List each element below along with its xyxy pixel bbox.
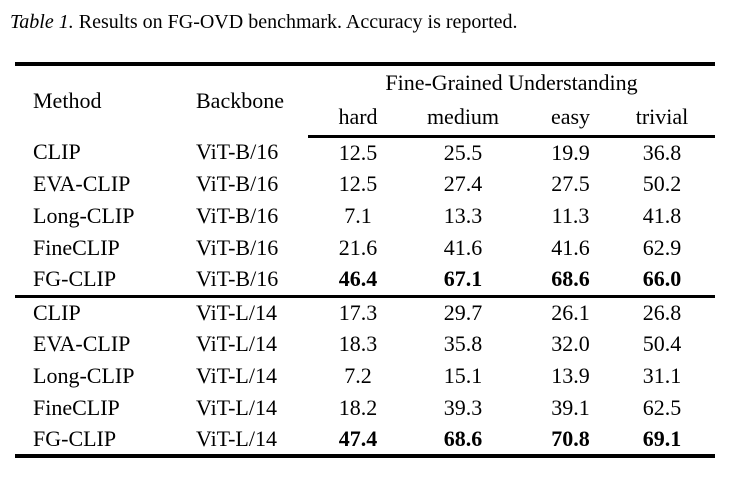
value-medium: 25.5 [443,139,483,165]
col-header-backbone: Backbone [196,88,284,113]
method-cell: FineCLIP [33,395,120,420]
value-easy: 68.6 [551,266,590,292]
backbone-cell: ViT-B/16 [196,235,279,260]
table-block-vit-l14: CLIP ViT-L/14 17.3 29.7 26.1 26.8 EVA-CL… [15,294,716,456]
value-hard: 7.2 [344,363,372,388]
backbone-cell: ViT-B/16 [196,139,279,164]
backbone-cell: ViT-B/16 [196,203,279,228]
col-header-medium: medium [408,100,518,138]
value-easy: 70.8 [551,426,590,451]
table-row: CLIP ViT-B/16 12.5 25.5 19.9 36.8 [15,136,715,168]
value-medium: 41.6 [443,235,483,260]
value-hard: 17.3 [308,294,408,328]
table-row: CLIP ViT-L/14 17.3 29.7 26.1 26.8 [15,294,716,328]
method-cell: Long-CLIP [33,363,135,388]
value-medium: 35.8 [443,331,483,356]
table-row: FineCLIP ViT-B/16 21.6 41.6 41.6 62.9 [15,232,715,264]
value-medium: 29.7 [408,294,518,328]
value-hard: 7.1 [344,203,372,228]
backbone-cell: ViT-L/14 [196,363,277,388]
value-medium: 68.6 [443,426,483,451]
table-row: Long-CLIP ViT-L/14 7.2 15.1 13.9 31.1 [15,360,715,392]
method-cell: Long-CLIP [33,203,135,228]
value-medium: 67.1 [443,266,483,292]
col-header-trivial: trivial [623,100,716,138]
table-row: EVA-CLIP ViT-L/14 18.3 35.8 32.0 50.4 [15,328,715,360]
col-header-group: Fine-Grained Understanding [385,70,638,95]
backbone-cell: ViT-L/14 [196,331,277,356]
col-header-hard: hard [308,100,408,138]
value-hard: 12.5 [338,171,378,196]
backbone-cell: ViT-B/16 [196,171,279,196]
value-easy: 11.3 [551,203,590,228]
method-cell: EVA-CLIP [33,331,131,356]
backbone-cell: ViT-L/14 [196,395,277,420]
table-row: FineCLIP ViT-L/14 18.2 39.3 39.1 62.5 [15,392,715,424]
value-trivial: 50.2 [642,171,682,196]
col-header-easy: easy [518,100,623,138]
value-hard: 12.5 [338,139,378,165]
table-block-vit-b16: CLIP ViT-B/16 12.5 25.5 19.9 36.8 EVA-CL… [15,136,715,296]
value-easy: 27.5 [551,171,590,196]
value-easy: 13.9 [551,363,590,388]
method-cell: FineCLIP [33,235,120,260]
value-easy: 19.9 [551,139,590,165]
value-trivial: 62.5 [642,395,682,420]
value-easy: 26.1 [518,294,623,328]
backbone-cell: ViT-B/16 [196,266,279,292]
method-cell: CLIP [33,139,81,164]
results-table: Method Backbone Fine-Grained Understandi… [15,62,716,458]
value-medium: 39.3 [443,395,483,420]
table-row: Long-CLIP ViT-B/16 7.1 13.3 11.3 41.8 [15,200,715,232]
value-hard: 18.3 [338,331,378,356]
value-medium: 27.4 [443,171,483,196]
value-trivial: 31.1 [642,363,682,388]
value-hard: 46.4 [338,266,378,292]
backbone-cell: ViT-L/14 [180,294,308,328]
value-trivial: 66.0 [642,266,682,292]
caption-text: Results on FG-OVD benchmark. Accuracy is… [78,11,518,33]
value-hard: 21.6 [338,235,378,260]
method-cell: FG-CLIP [33,426,117,451]
table-row-highlight: FG-CLIP ViT-B/16 46.4 67.1 68.6 66.0 [15,264,715,296]
value-trivial: 69.1 [642,426,682,451]
value-easy: 32.0 [551,331,590,356]
value-medium: 13.3 [443,203,483,228]
value-easy: 39.1 [551,395,590,420]
value-hard: 18.2 [338,395,378,420]
table-caption: Table 1. Results on FG-OVD benchmark. Ac… [10,10,729,34]
table-row: EVA-CLIP ViT-B/16 12.5 27.4 27.5 50.2 [15,168,715,200]
table-header: Method Backbone Fine-Grained Understandi… [15,64,716,138]
value-easy: 41.6 [551,235,590,260]
backbone-cell: ViT-L/14 [196,426,277,451]
value-medium: 15.1 [443,363,483,388]
caption-label: Table 1. [10,11,74,33]
value-trivial: 41.8 [642,203,682,228]
value-hard: 47.4 [338,426,378,451]
method-cell: CLIP [15,294,180,328]
table-row-highlight: FG-CLIP ViT-L/14 47.4 68.6 70.8 69.1 [15,424,715,456]
value-trivial: 36.8 [642,139,682,165]
method-cell: FG-CLIP [33,266,117,292]
value-trivial: 62.9 [642,235,682,260]
header-row-sub: hard medium easy trivial [15,100,716,138]
col-header-method: Method [33,88,102,113]
value-trivial: 50.4 [642,331,682,356]
method-cell: EVA-CLIP [33,171,131,196]
value-trivial: 26.8 [623,294,716,328]
header-row-group: Method Backbone Fine-Grained Understandi… [15,64,715,112]
